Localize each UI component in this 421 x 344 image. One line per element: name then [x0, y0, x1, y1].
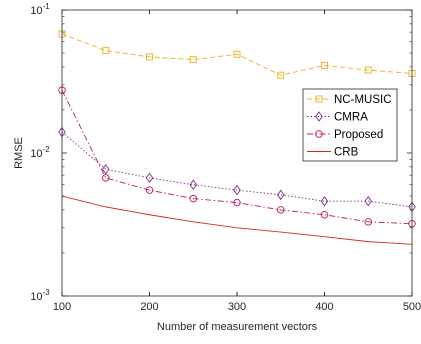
legend-label: CMRA: [334, 112, 368, 124]
data-point: [233, 198, 241, 207]
legend-label: Proposed: [334, 129, 383, 141]
x-tick-label: 100: [53, 301, 71, 313]
legend-entry: NC-MUSIC: [307, 94, 392, 106]
x-tick-label: 500: [403, 301, 421, 313]
series-line: [61, 131, 413, 208]
legend-entry: Proposed: [307, 129, 383, 141]
data-point: [189, 179, 198, 191]
data-point: [364, 218, 373, 226]
series-cmra: [58, 126, 416, 213]
data-point: [101, 174, 110, 182]
y-tick-label: 10-2: [30, 145, 50, 160]
legend-entry: CMRA: [307, 111, 368, 124]
data-point: [277, 71, 285, 79]
x-axis-label: Number of measurement vectors: [157, 321, 318, 333]
data-point: [320, 210, 329, 219]
data-point: [233, 184, 241, 196]
data-point: [189, 56, 197, 64]
legend-box: [302, 88, 398, 162]
data-point: [276, 189, 285, 201]
y-tick-label: 10-1: [30, 2, 50, 17]
legend: NC-MUSIC CMRA Proposed CRB: [302, 88, 398, 162]
data-point: [146, 53, 153, 61]
series-crb: [61, 195, 413, 245]
legend-entry: CRB: [307, 147, 359, 159]
data-point: [320, 195, 329, 207]
x-tick-label: 300: [228, 301, 246, 313]
x-tick-label: 400: [315, 301, 333, 313]
data-point: [102, 47, 110, 55]
data-point: [364, 195, 373, 207]
data-point: [189, 194, 197, 203]
y-tick-label: 10-3: [30, 288, 50, 303]
data-point: [101, 163, 110, 175]
data-point: [277, 206, 285, 214]
legend-marker: [315, 111, 323, 122]
series-line: [61, 195, 413, 245]
series-layer: [58, 30, 416, 245]
data-point: [321, 61, 328, 69]
x-tick-label: 200: [140, 301, 158, 313]
legend-label: NC-MUSIC: [334, 94, 392, 106]
data-point: [145, 186, 154, 194]
data-point: [233, 50, 241, 58]
data-point: [145, 172, 154, 184]
y-axis-label: RMSE: [13, 137, 25, 169]
series-nc-music: [58, 30, 416, 79]
legend-label: CRB: [334, 147, 359, 159]
axes-layer: 100 200 300 400 500 10-3 10-2 10-1: [30, 2, 421, 313]
series-line: [61, 33, 413, 76]
data-point: [364, 66, 372, 74]
legend-marker: [315, 130, 323, 138]
series-line: [61, 89, 413, 225]
legend-marker: [315, 95, 323, 103]
